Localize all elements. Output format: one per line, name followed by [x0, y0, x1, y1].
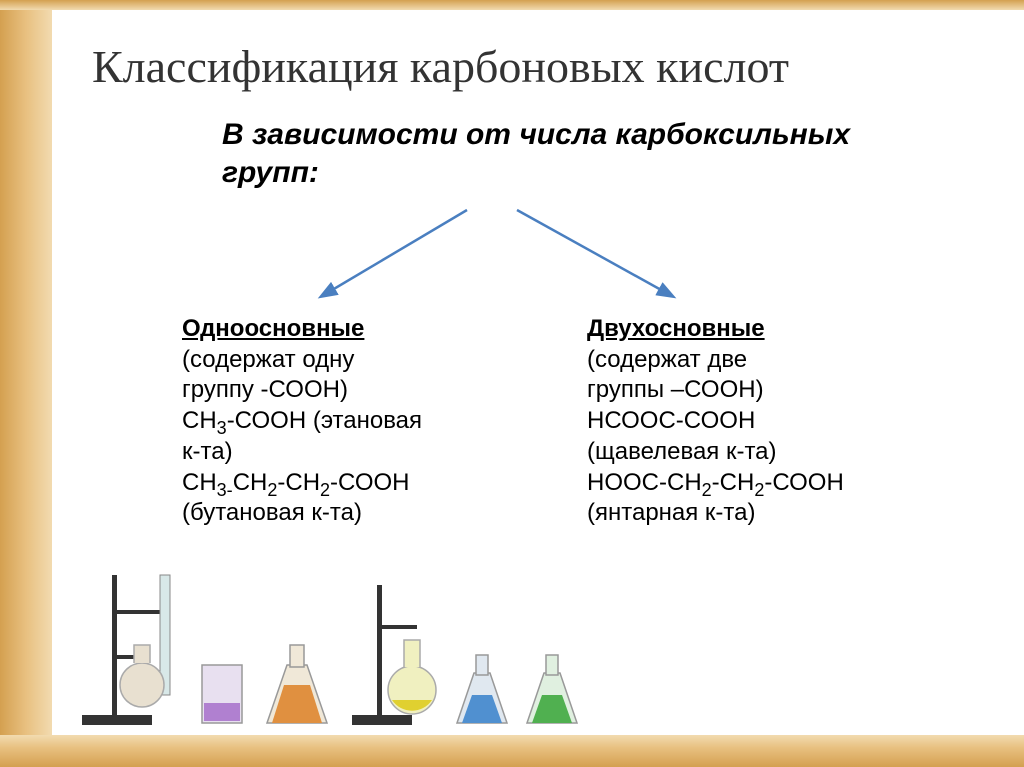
dibasic-formula-2: НООС-СН2-СН2-СООН [587, 469, 844, 496]
dibasic-desc-2: группы –СООН) [587, 376, 764, 403]
dibasic-desc-1: (содержат две [587, 346, 747, 373]
monobasic-desc-1: (содержат одну [182, 346, 354, 373]
bottom-border-decor [0, 735, 1024, 767]
column-dibasic: Двухосновные (содержат две группы –СООН)… [587, 314, 917, 529]
monobasic-formula-2b: (бутановая к-та) [182, 499, 362, 526]
monobasic-heading: Одноосновные [182, 315, 364, 342]
monobasic-formula-1b: к-та) [182, 438, 233, 465]
top-border-decor [0, 0, 1024, 10]
dibasic-heading: Двухосновные [587, 315, 765, 342]
dibasic-formula-1b: (щавелевая к-та) [587, 438, 777, 465]
glassware-decor-icon [52, 555, 612, 735]
monobasic-formula-1: СН3-СООН (этановая [182, 407, 422, 434]
dibasic-formula-2b: (янтарная к-та) [587, 499, 755, 526]
dibasic-formula-1: НСООС-СООН [587, 407, 755, 434]
slide-body: Классификация карбоновых кислот В зависи… [52, 10, 1024, 735]
branch-arrows [252, 198, 732, 308]
monobasic-desc-2: группу -СООН) [182, 376, 348, 403]
monobasic-formula-2: СН3-СН2-СН2-СООН [182, 469, 410, 496]
slide-title: Классификация карбоновых кислот [92, 40, 789, 93]
left-border-decor [0, 0, 52, 767]
slide-subtitle: В зависимости от числа карбоксильных гру… [222, 116, 862, 191]
column-monobasic: Одноосновные (содержат одну группу -СООН… [182, 314, 512, 529]
